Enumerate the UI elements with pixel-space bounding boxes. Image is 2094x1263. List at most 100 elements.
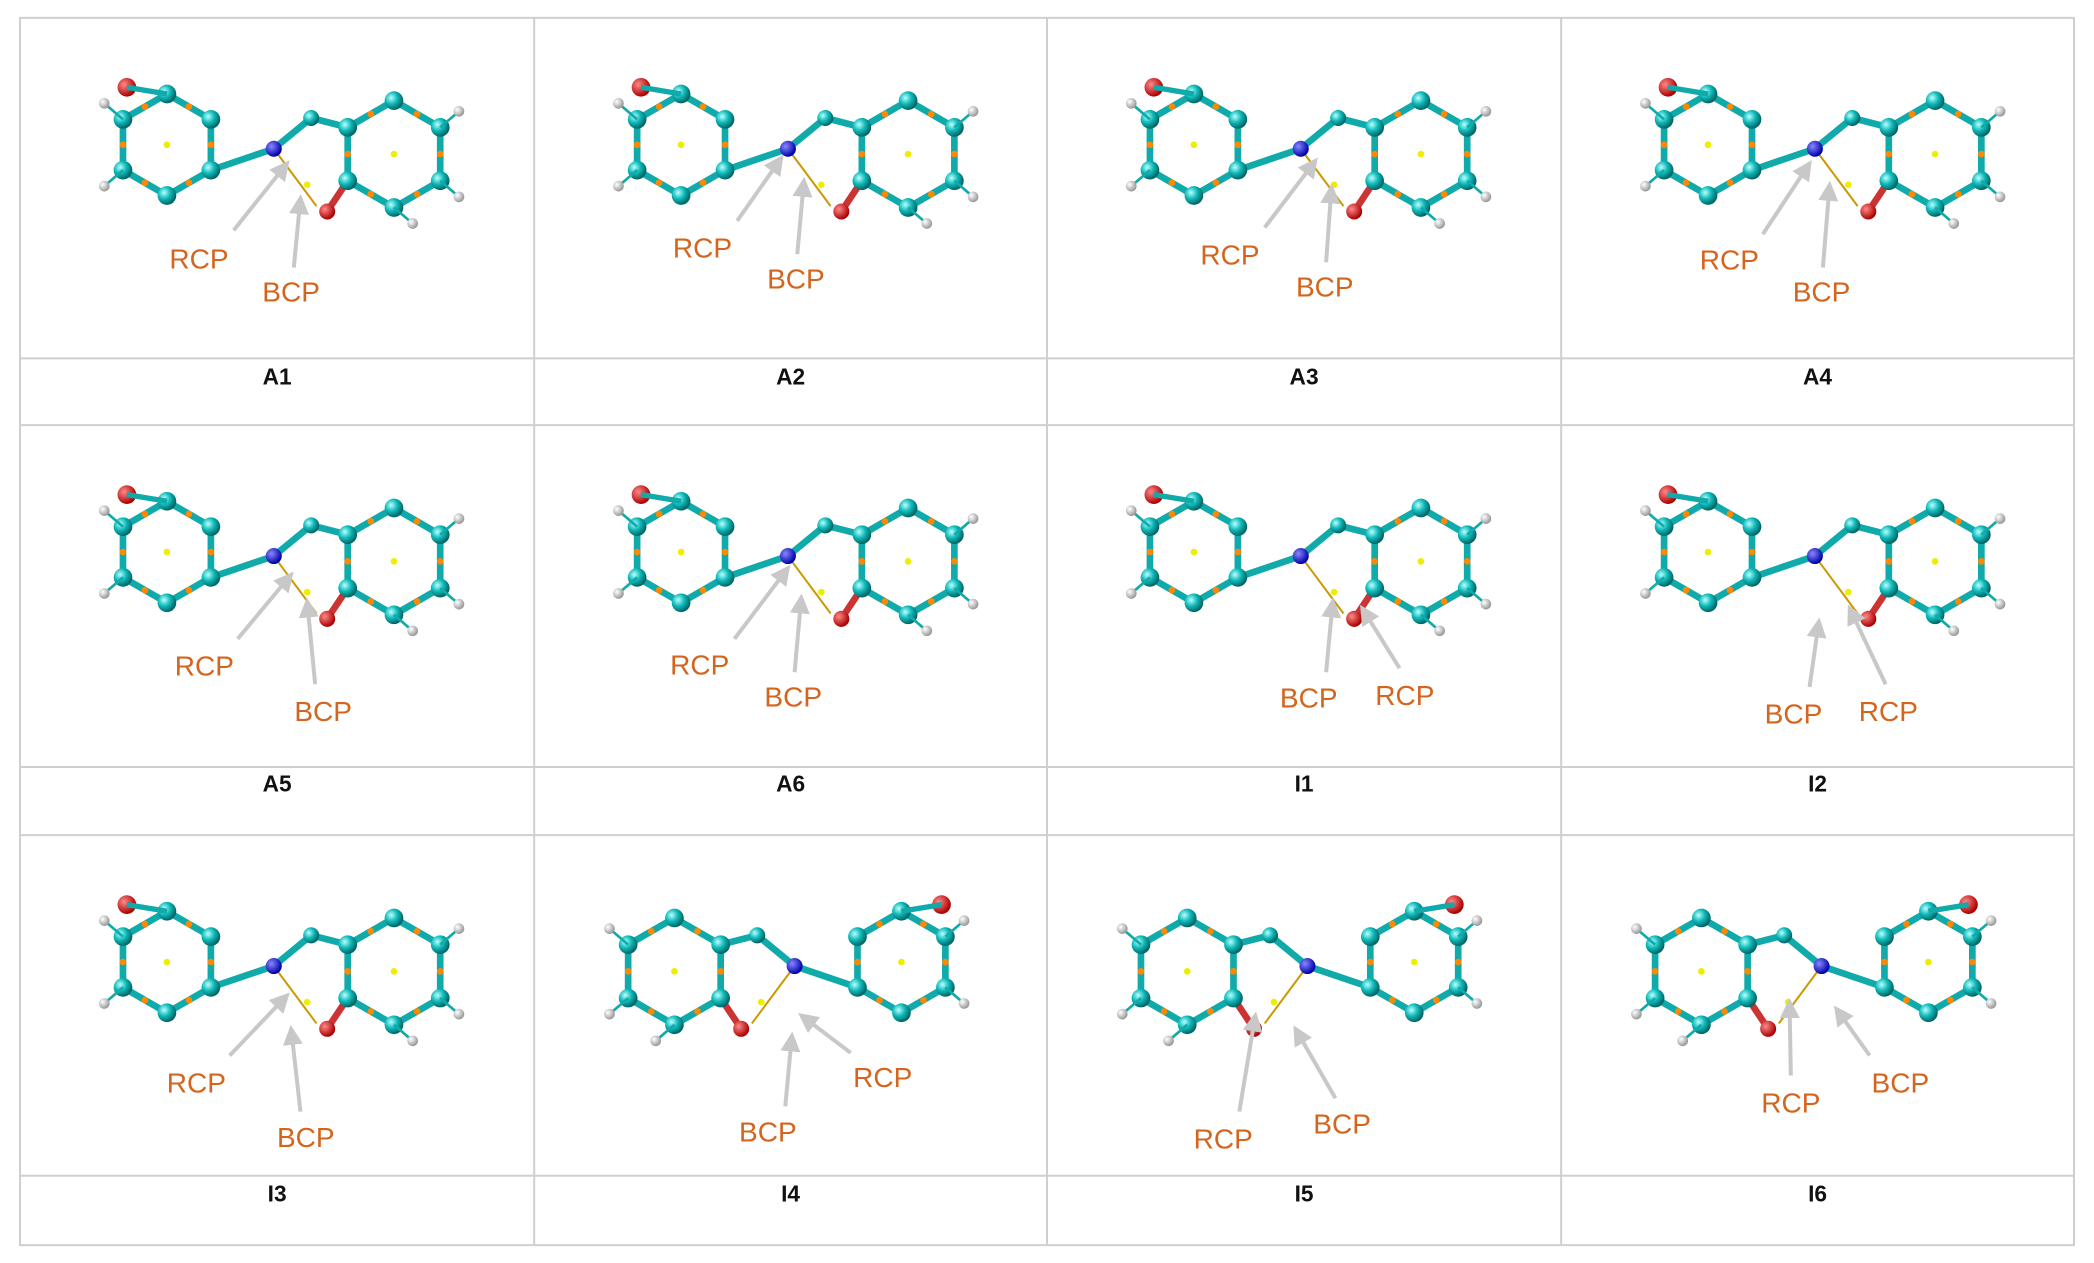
bond (721, 552, 792, 581)
critical-point (1394, 110, 1402, 118)
annotation: RCP (1194, 1123, 1253, 1154)
atom-c (715, 517, 735, 537)
ring-critical-point (1704, 548, 1712, 556)
critical-point (1440, 517, 1448, 525)
atom-c (303, 517, 320, 534)
critical-point (1660, 141, 1668, 149)
bond (900, 901, 942, 914)
ring-critical-point (898, 958, 905, 966)
ring-critical-point (1931, 558, 1939, 565)
annotation: RCP (853, 1062, 912, 1093)
critical-point (413, 927, 421, 935)
atom-h (1985, 998, 1997, 1009)
ring-critical-point (1844, 181, 1852, 189)
atom-h (613, 588, 624, 599)
atom-h (967, 191, 979, 203)
atom-o (733, 1020, 750, 1037)
atom-c (201, 568, 221, 587)
critical-point (1682, 586, 1690, 594)
critical-point (655, 103, 663, 111)
critical-point (721, 548, 729, 556)
critical-point (655, 179, 663, 187)
atom-c (852, 525, 872, 545)
atom-h (453, 1008, 465, 1020)
ring-critical-point (817, 181, 825, 189)
panel: BCP RCP I1 (1125, 485, 1492, 797)
hbond (1299, 555, 1345, 615)
annotation: BCP (294, 696, 352, 727)
arrow (1806, 617, 1827, 688)
critical-point (207, 141, 215, 149)
panel: BCP RCP I2 (1640, 485, 2006, 797)
critical-point (1947, 996, 1954, 1004)
ring-critical-point (303, 998, 311, 1006)
critical-point (881, 598, 889, 605)
panel-label: I6 (1808, 1181, 1827, 1207)
critical-point (647, 1008, 655, 1015)
atom-c (1228, 568, 1248, 587)
atom-c (1925, 91, 1945, 111)
critical-point (1885, 558, 1893, 565)
ring-critical-point (1417, 150, 1425, 158)
atom-h (967, 105, 979, 117)
atom-c (384, 908, 404, 928)
critical-point (1160, 1008, 1168, 1015)
panel-label: A4 (1803, 363, 1832, 389)
atom-c (665, 908, 684, 928)
critical-point (1168, 586, 1176, 594)
ring-critical-point (163, 548, 171, 556)
atom-o (319, 1020, 336, 1037)
atom-h (1480, 191, 1492, 203)
critical-point (1682, 179, 1690, 187)
panel-label: A6 (776, 771, 805, 797)
critical-point (1726, 103, 1734, 111)
ring-critical-point (163, 958, 171, 966)
atom-c (1698, 186, 1718, 205)
critical-point (927, 517, 935, 525)
annotation: BCP (262, 277, 320, 308)
atom-h (453, 191, 465, 203)
critical-point (942, 958, 949, 966)
panel-label: A5 (263, 771, 292, 797)
atom-c (1879, 171, 1899, 191)
ring-critical-point (1925, 958, 1932, 966)
atom-c (1742, 568, 1762, 587)
ring-critical-point (1183, 968, 1191, 975)
arrow (1321, 597, 1342, 673)
atom-h (98, 998, 110, 1009)
atom-n (265, 548, 282, 565)
atom-c (338, 118, 358, 137)
atom-h (604, 1008, 615, 1020)
atom-c (1262, 927, 1279, 944)
critical-point (141, 103, 149, 111)
critical-point (1371, 558, 1379, 565)
critical-point (699, 510, 707, 518)
critical-point (1207, 1008, 1214, 1015)
atom-c (1844, 517, 1861, 534)
critical-point (881, 110, 889, 118)
atom-h (650, 1035, 662, 1047)
bond (1266, 931, 1311, 970)
atom-c (1875, 978, 1894, 997)
panel: RCP BCP A5 (98, 485, 465, 797)
annotation: RCP (1859, 696, 1918, 727)
critical-point (1726, 586, 1734, 594)
critical-point (1234, 548, 1242, 556)
atom-c (715, 160, 735, 180)
bond (126, 491, 168, 504)
ring-critical-point (163, 141, 171, 149)
annotation: BCP (1765, 699, 1823, 730)
critical-point (1440, 110, 1448, 118)
atom-c (1742, 517, 1762, 537)
atom-h (1480, 598, 1492, 610)
panel: BCP RCP I4 (604, 895, 970, 1207)
critical-point (413, 190, 421, 198)
arrow (780, 1031, 801, 1107)
atom-c (898, 91, 918, 111)
ring-critical-point (677, 141, 685, 149)
ring-critical-point (1330, 181, 1338, 189)
atom-h (1434, 218, 1445, 229)
annotation: BCP (1793, 277, 1851, 308)
annotation: RCP (167, 1067, 226, 1098)
critical-point (185, 179, 193, 187)
